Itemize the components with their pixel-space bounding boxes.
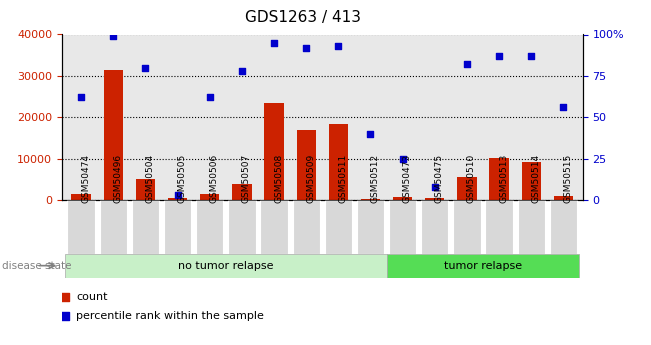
FancyBboxPatch shape	[387, 254, 579, 278]
Point	[237, 68, 247, 74]
Bar	[393, 197, 412, 200]
Text: GSM50506: GSM50506	[210, 154, 219, 203]
FancyBboxPatch shape	[260, 200, 288, 254]
Text: GSM50508: GSM50508	[274, 154, 283, 203]
Text: GSM50475: GSM50475	[435, 154, 444, 203]
FancyBboxPatch shape	[100, 200, 127, 254]
Point	[249, 240, 259, 245]
Bar	[264, 103, 284, 200]
Point	[108, 33, 118, 39]
Bar	[457, 177, 477, 200]
FancyBboxPatch shape	[132, 200, 159, 254]
Text: count: count	[77, 292, 108, 302]
Text: disease state: disease state	[2, 261, 72, 270]
Text: GSM50474: GSM50474	[81, 154, 90, 203]
Point	[173, 193, 183, 198]
FancyBboxPatch shape	[518, 200, 545, 254]
Point	[301, 45, 311, 50]
FancyBboxPatch shape	[65, 254, 387, 278]
Text: GSM50507: GSM50507	[242, 154, 251, 203]
Bar	[168, 198, 187, 200]
Point	[269, 40, 279, 46]
FancyBboxPatch shape	[68, 200, 95, 254]
Point	[140, 65, 150, 70]
Bar	[232, 184, 251, 200]
Point	[249, 67, 259, 73]
Text: GSM50510: GSM50510	[467, 154, 476, 203]
Point	[430, 184, 440, 190]
Bar	[425, 198, 445, 200]
Bar	[296, 130, 316, 200]
Text: GSM50504: GSM50504	[145, 154, 154, 203]
Text: GSM50505: GSM50505	[178, 154, 187, 203]
Text: GDS1263 / 413: GDS1263 / 413	[245, 10, 361, 25]
FancyBboxPatch shape	[292, 200, 320, 254]
FancyBboxPatch shape	[453, 200, 480, 254]
Point	[558, 105, 568, 110]
Text: GSM50473: GSM50473	[402, 154, 411, 203]
FancyBboxPatch shape	[196, 200, 223, 254]
Bar	[554, 196, 573, 200]
FancyBboxPatch shape	[325, 200, 352, 254]
Bar	[136, 179, 155, 200]
Bar	[361, 199, 380, 200]
FancyBboxPatch shape	[549, 200, 577, 254]
FancyBboxPatch shape	[164, 200, 191, 254]
FancyBboxPatch shape	[486, 200, 513, 254]
FancyBboxPatch shape	[389, 200, 416, 254]
Bar	[490, 158, 508, 200]
Bar	[329, 124, 348, 200]
Bar	[200, 194, 219, 200]
Point	[494, 53, 505, 59]
Text: tumor relapse: tumor relapse	[444, 261, 522, 270]
Point	[526, 53, 536, 59]
Point	[76, 95, 87, 100]
Point	[333, 43, 344, 49]
Text: GSM50515: GSM50515	[563, 154, 572, 203]
Bar	[521, 162, 541, 200]
Bar	[104, 70, 123, 200]
Point	[365, 131, 376, 137]
Text: GSM50509: GSM50509	[306, 154, 315, 203]
Text: GSM50512: GSM50512	[370, 154, 380, 203]
Text: GSM50513: GSM50513	[499, 154, 508, 203]
Text: GSM50511: GSM50511	[339, 154, 348, 203]
FancyBboxPatch shape	[421, 200, 449, 254]
Text: no tumor relapse: no tumor relapse	[178, 261, 273, 270]
Text: percentile rank within the sample: percentile rank within the sample	[77, 311, 264, 321]
Bar	[72, 194, 90, 200]
Text: GSM50514: GSM50514	[531, 154, 540, 203]
Text: GSM50496: GSM50496	[113, 154, 122, 203]
Point	[462, 61, 472, 67]
FancyBboxPatch shape	[357, 200, 384, 254]
FancyBboxPatch shape	[229, 200, 256, 254]
Point	[397, 156, 408, 161]
Point	[204, 95, 215, 100]
